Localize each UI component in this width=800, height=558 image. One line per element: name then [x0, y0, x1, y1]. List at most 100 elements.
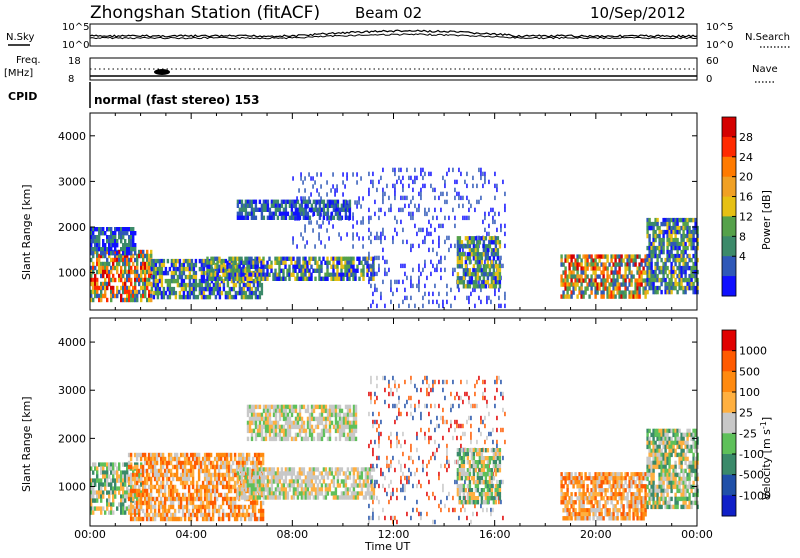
velocity-cell	[370, 480, 372, 484]
power-cell	[394, 216, 396, 220]
velocity-cell	[154, 505, 156, 509]
power-cell	[618, 286, 620, 290]
power-cell	[448, 236, 450, 240]
power-cell	[326, 212, 328, 216]
velocity-cell	[335, 417, 337, 421]
power-cell	[378, 268, 380, 272]
power-cell	[110, 247, 112, 251]
velocity-cell	[104, 510, 106, 514]
power-cell	[490, 300, 492, 304]
velocity-cell	[337, 479, 339, 483]
velocity-cell	[100, 498, 102, 502]
power-cell	[255, 204, 257, 208]
power-cell	[332, 172, 334, 176]
velocity-cell	[150, 489, 152, 493]
power-cell	[372, 184, 374, 188]
power-cell	[304, 257, 306, 261]
power-cell	[692, 234, 694, 238]
power-cell	[122, 235, 124, 239]
velocity-cell	[130, 493, 132, 497]
power-cell	[340, 236, 342, 240]
power-cell	[374, 200, 376, 204]
power-cell	[424, 284, 426, 288]
velocity-cell	[178, 457, 180, 461]
power-cell	[562, 290, 564, 294]
power-cell	[362, 216, 364, 220]
velocity-cell	[180, 517, 182, 521]
power-cell	[618, 266, 620, 270]
power-cell	[250, 257, 252, 261]
velocity-cell	[388, 500, 390, 504]
velocity-cell	[404, 488, 406, 492]
velocity-cell	[368, 504, 370, 508]
velocity-cell	[247, 413, 249, 417]
velocity-cell	[293, 495, 295, 499]
power-cell	[493, 256, 495, 260]
power-cell	[106, 266, 108, 270]
power-cell	[183, 271, 185, 275]
velocity-cell	[335, 437, 337, 441]
power-cell	[253, 283, 255, 287]
velocity-cell	[245, 475, 247, 479]
velocity-cell	[380, 468, 382, 472]
velocity-cell	[289, 487, 291, 491]
velocity-cell	[313, 483, 315, 487]
power-cell	[368, 220, 370, 224]
velocity-cell	[130, 457, 132, 461]
velocity-cell	[289, 433, 291, 437]
velocity-cell	[112, 466, 114, 470]
power-cell	[475, 280, 477, 284]
power-cell	[370, 284, 372, 288]
velocity-cell	[222, 501, 224, 505]
velocity-cell	[146, 481, 148, 485]
power-cell	[628, 266, 630, 270]
power-cell	[618, 270, 620, 274]
power-cell	[474, 304, 476, 308]
power-cell	[348, 216, 350, 220]
power-cell	[492, 216, 494, 220]
power-cell	[376, 288, 378, 292]
velocity-cell	[353, 471, 355, 475]
velocity-cell	[259, 405, 261, 409]
power-cell	[110, 270, 112, 274]
velocity-cell	[222, 481, 224, 485]
power-cell	[378, 216, 380, 220]
power-cell	[462, 216, 464, 220]
power-cell	[480, 196, 482, 200]
power-cell	[220, 277, 222, 281]
power-cell	[404, 272, 406, 276]
power-cell	[486, 300, 488, 304]
power-cell	[338, 232, 340, 236]
power-cell	[284, 261, 286, 265]
power-cell	[652, 282, 654, 286]
power-cell	[193, 291, 195, 295]
velocity-cell	[234, 501, 236, 505]
velocity-cell	[355, 405, 357, 409]
velocity-cell	[200, 493, 202, 497]
power-cell	[106, 258, 108, 262]
power-cell	[316, 188, 318, 192]
power-cell	[372, 264, 374, 268]
velocity-cell	[382, 484, 384, 488]
power-cell	[292, 273, 294, 277]
velocity-cell	[112, 474, 114, 478]
velocity-cell	[372, 500, 374, 504]
velocity-cell	[154, 485, 156, 489]
velocity-cell	[262, 513, 264, 517]
power-cell	[459, 236, 461, 240]
power-cell	[108, 282, 110, 286]
power-cell	[108, 262, 110, 266]
power-cell	[410, 200, 412, 204]
power-cell	[98, 243, 100, 247]
velocity-cell	[184, 493, 186, 497]
velocity-cell	[164, 501, 166, 505]
velocity-cell	[144, 485, 146, 489]
power-cell	[570, 278, 572, 282]
power-cell	[602, 290, 604, 294]
power-cell	[206, 273, 208, 277]
velocity-cell	[355, 425, 357, 429]
power-cell	[432, 240, 434, 244]
power-cell	[362, 277, 364, 281]
colorbar-swatch	[722, 177, 736, 197]
power-cell	[412, 284, 414, 288]
